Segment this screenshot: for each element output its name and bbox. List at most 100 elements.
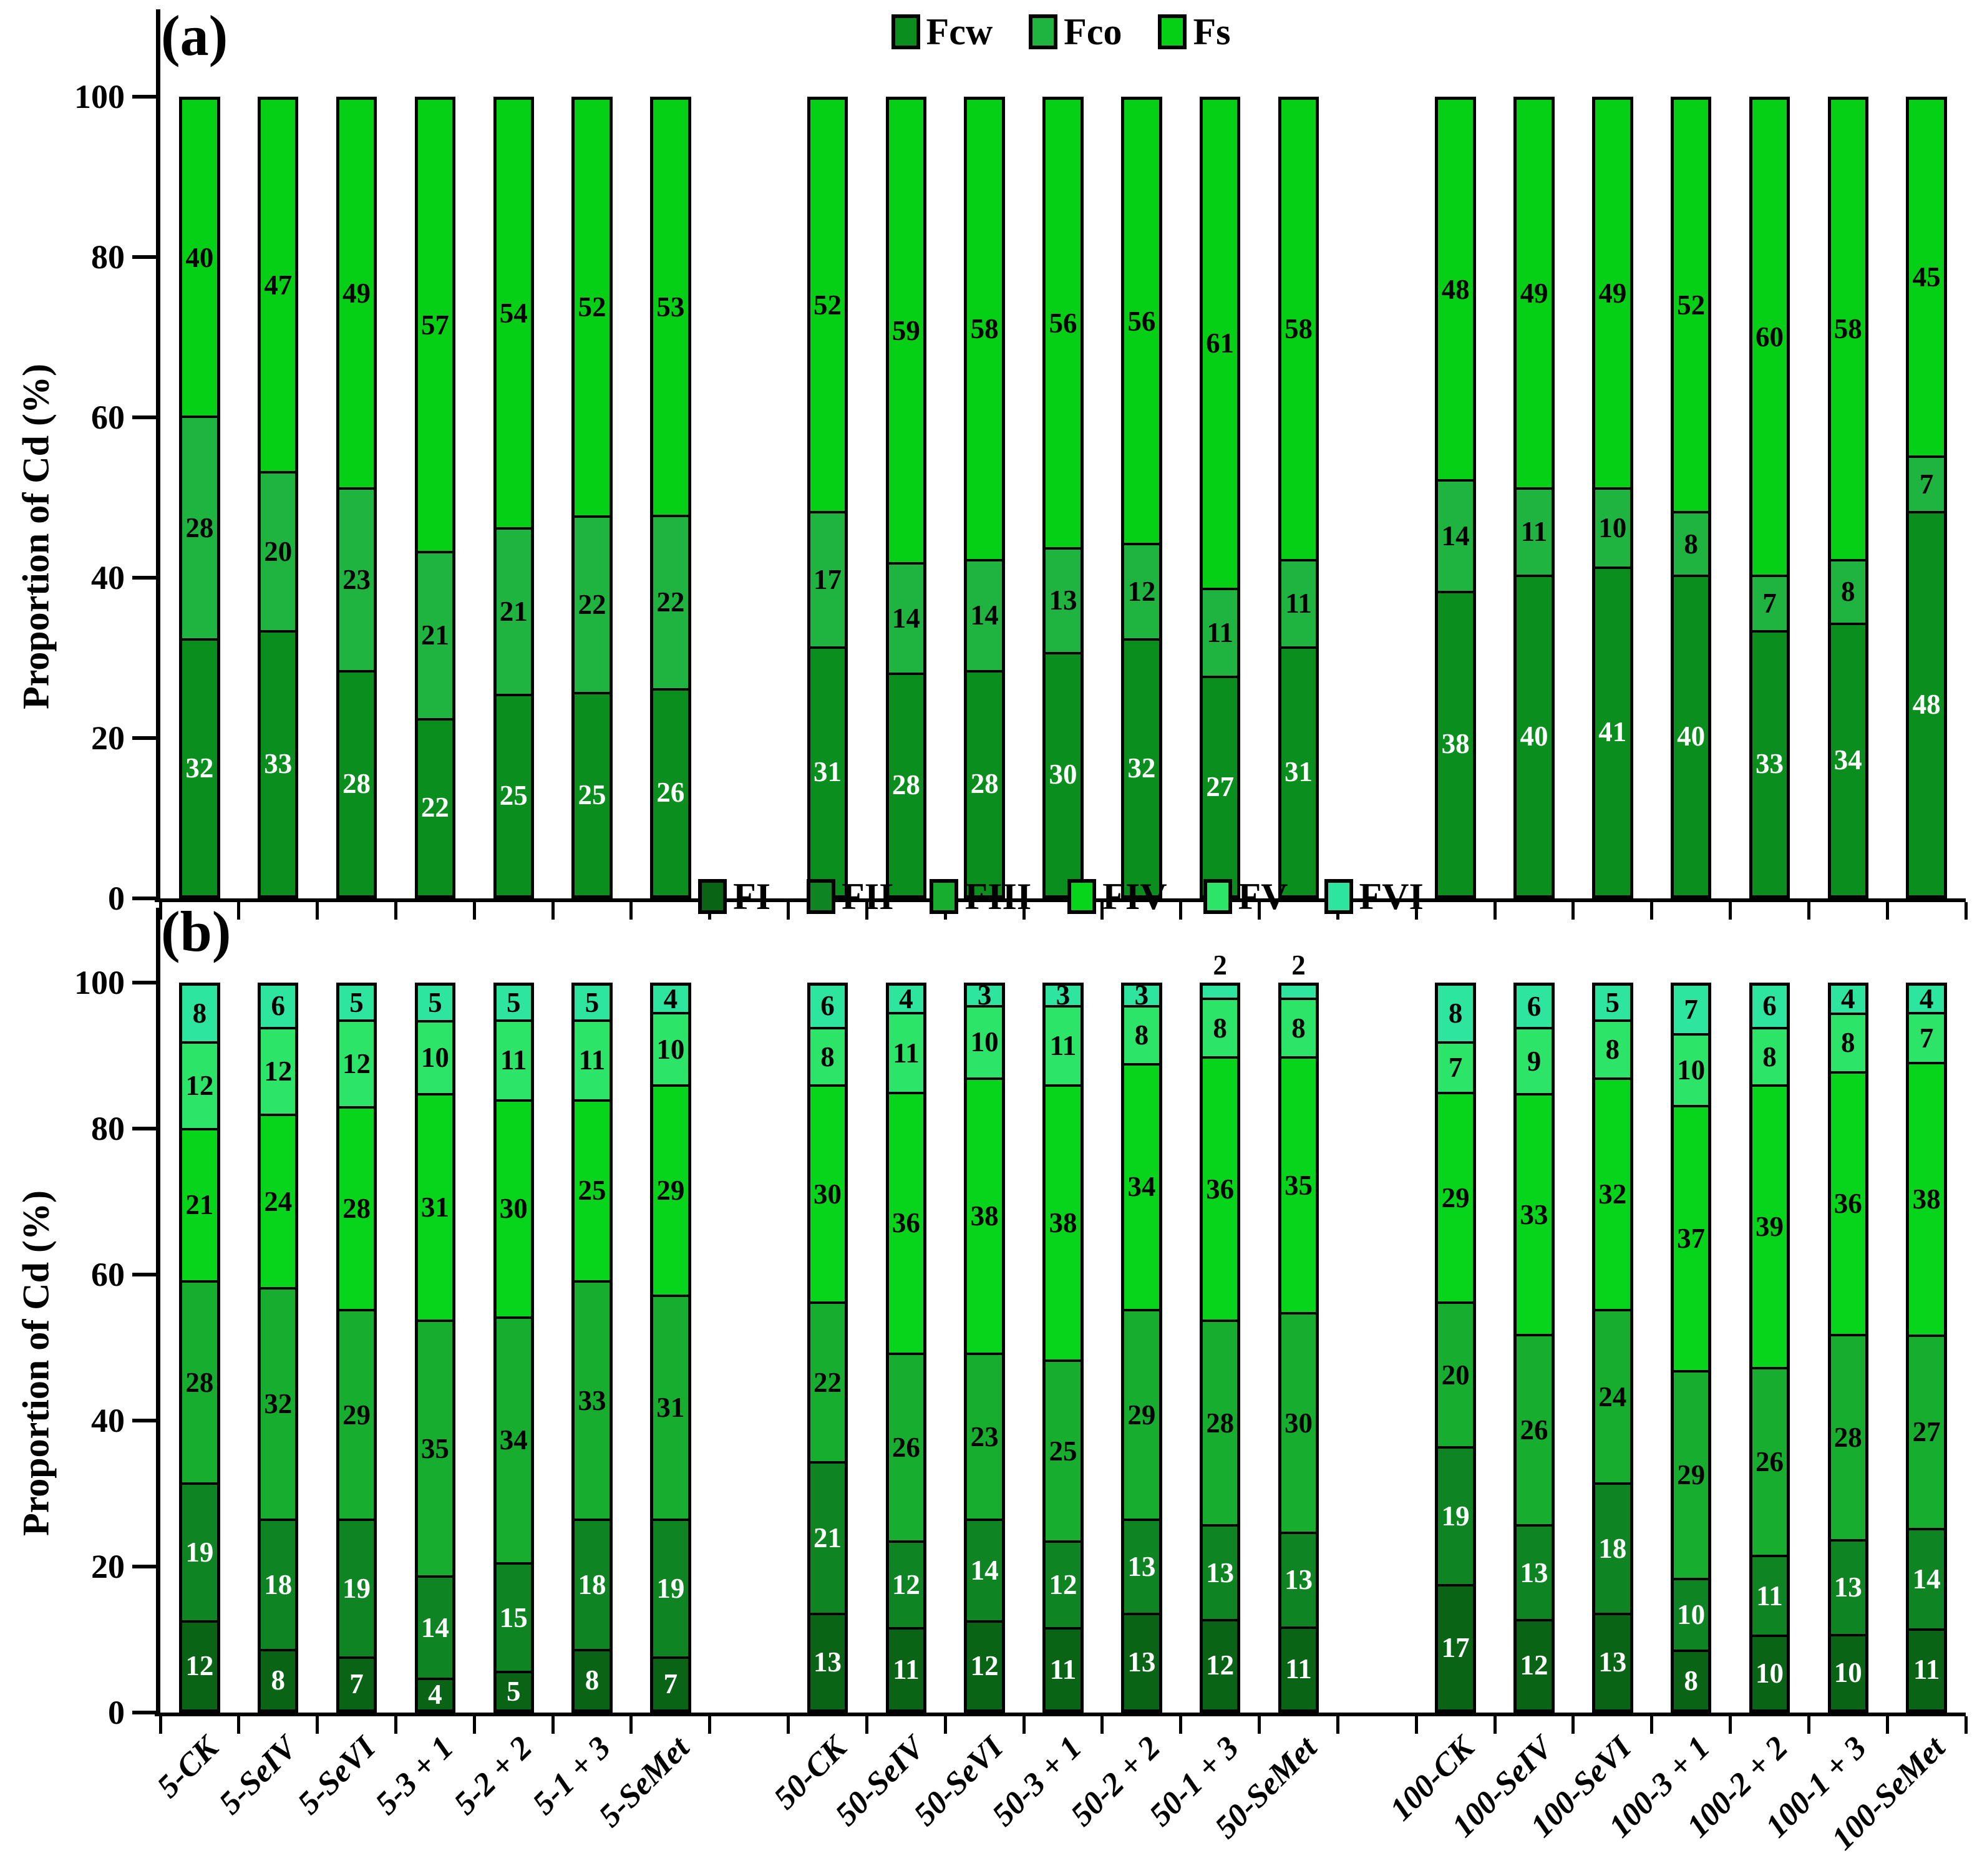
bar-segment-Fco: 14 [888,564,924,675]
segment-value: 26 [1755,1446,1784,1478]
category-slot: 38 14 48 [1416,97,1495,898]
bar-segment-FIV: 21 [182,1130,217,1283]
legend-item-FII: FII [807,878,893,915]
bar-segment-FIII: 32 [261,1290,296,1522]
bar-segment-FIV: 39 [1752,1087,1787,1369]
segment-value: 4 [428,1679,442,1711]
segment-value: 12 [891,1569,920,1601]
category-slot: 27 11 61 [1181,97,1260,898]
category-slot: 8 10 29 37 10 7 [1652,983,1731,1713]
bar-segment-FIII: 25 [1046,1362,1081,1543]
bar-segment-FV: 10 [1673,1036,1709,1108]
y-tick-label: 100 [74,964,125,1001]
category-slot: 22 21 57 [396,97,474,898]
stacked-bar-100-SeIV: 40 11 49 [1513,97,1555,898]
y-tick-label: 40 [91,559,125,596]
segment-value: 25 [1049,1435,1077,1467]
bar-segment-Fco: 10 [1595,489,1630,570]
bar-segment-Fs: 61 [1202,100,1238,590]
bar-segment-FIV: 36 [888,1094,924,1355]
bar-segment-Fs: 49 [1517,100,1552,490]
legend-item-FI: FI [698,878,770,915]
x-tick [1885,902,1889,920]
segment-value: 19 [656,1573,685,1605]
x-tick [1729,1716,1732,1734]
segment-value: 10 [1755,1657,1784,1689]
bar-segment-FV: 8 [1752,1029,1787,1087]
segment-value: 32 [264,1388,293,1420]
segment-value: 11 [893,1653,920,1685]
stacked-bar-5-1 + 3: 25 22 52 [571,97,613,898]
segment-value: 21 [814,1522,842,1553]
segment-value: 22 [420,792,449,824]
y-tick-label: 40 [91,1402,125,1439]
bar-segment-FI: 4 [417,1679,453,1711]
segment-value: 14 [1441,520,1470,552]
stacked-bar-5-3 + 1: 22 21 57 [414,97,456,898]
segment-value: 30 [1284,1407,1313,1439]
bar-segment-FVI: 5 [417,986,453,1023]
category-slot: 13 13 29 34 8 3 [1102,981,1181,1713]
segment-value: 11 [1207,616,1233,648]
segment-value: 23 [970,1421,999,1452]
category-slot: 31 17 52 [789,97,867,898]
stacked-bar-50-3 + 1: 11 12 25 38 11 3 [1042,981,1084,1713]
bar-segment-FII: 13 [1202,1527,1238,1622]
bar-segment-FV: 7 [1438,1043,1473,1095]
bar-segment-Fco: 21 [496,529,531,697]
segment-value: 52 [578,291,606,323]
bar-segment-FVI: 7 [1673,986,1709,1036]
segment-value: 13 [1127,1551,1156,1583]
segment-value: 28 [185,1366,214,1398]
bar-segment-Fs: 58 [1281,100,1316,561]
bar-segment-Fco: 14 [967,561,1002,673]
bar-segment-FIII: 22 [810,1304,845,1464]
bar-segment-Fcw: 25 [575,694,610,895]
bar-segment-FVI: 6 [1517,986,1552,1030]
bar-segment-FII: 13 [1517,1527,1552,1622]
bar-segment-Fcw: 28 [339,673,374,895]
segment-value: 4 [1919,983,1934,1014]
bar-segment-FII: 11 [1752,1557,1787,1637]
panel-a-label: (a) [161,4,228,67]
segment-value: 8 [585,1665,600,1696]
bar-segment-FV: 7 [1909,1014,1944,1065]
category-slot: 11 14 27 38 7 4 [1887,983,1966,1713]
x-tick [629,902,633,920]
legend-b: FI FII FIII FIV FV FVI [156,878,1966,915]
y-tick-label: 0 [108,1694,125,1731]
segment-value: 40 [1677,720,1706,752]
segment-value: 14 [970,600,999,631]
category-slot: 40 8 52 [1652,97,1731,898]
segment-value: 24 [264,1185,293,1217]
segment-value: 33 [1755,748,1784,780]
bar-segment-FV: 8 [1124,1007,1159,1066]
bar-segment-FII: 14 [967,1521,1002,1623]
bar-segment-Fs: 58 [967,100,1002,561]
segment-value: 58 [1284,313,1313,345]
category-slot: 33 7 60 [1731,97,1809,898]
x-tick [1650,1716,1654,1734]
legend-label: FIV [1102,876,1167,917]
bar-segment-Fcw: 28 [888,674,924,895]
bar-segment-Fco: 11 [1281,561,1316,649]
bar-segment-FIII: 28 [1830,1336,1865,1542]
bar-segment-Fcw: 38 [1438,593,1473,895]
segment-value: 3 [977,979,992,1011]
legend-label: FV [1238,876,1288,917]
bar-segment-FVI: 2 [1281,951,1316,1001]
segment-value: 11 [1049,1653,1077,1685]
stacked-bar-100-SeVI: 13 18 24 32 8 5 [1592,983,1633,1713]
bar-segment-FIII: 29 [1673,1373,1709,1581]
bar-segment-FVI: 3 [967,981,1002,1009]
y-tick [132,416,156,419]
bar-segment-Fs: 59 [888,100,924,565]
segment-value: 32 [185,752,214,784]
bar-segment-FVI: 5 [496,986,531,1023]
bar-segment-FIV: 38 [967,1079,1002,1355]
segment-value: 5 [1605,986,1620,1018]
y-axis-title-b: Proportion of Cd (%) [15,1190,57,1536]
bar-segment-Fs: 40 [182,100,217,418]
x-tick [1885,1716,1889,1734]
bar-segment-FI: 11 [888,1630,924,1709]
